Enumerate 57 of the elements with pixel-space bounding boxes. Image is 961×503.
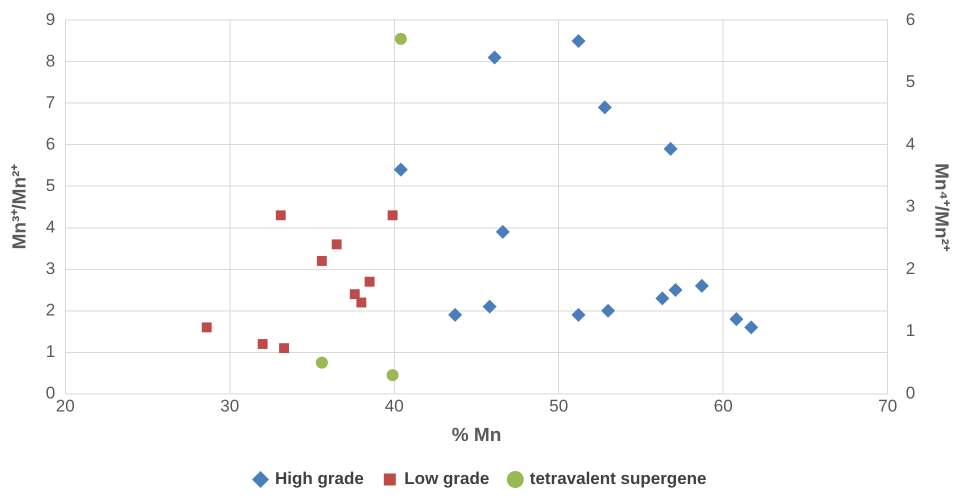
point (668, 283, 683, 298)
y2-tick-label: 3 (906, 196, 916, 216)
legend-label: Low grade (404, 469, 490, 488)
y-tick-label: 5 (46, 176, 56, 195)
x-tick-label: 40 (384, 396, 404, 416)
y-tick-label: 6 (46, 134, 56, 154)
point (279, 343, 289, 354)
y2-axis-title: Mn⁴⁺/Mn²⁺ (930, 163, 952, 252)
x-tick-label: 20 (56, 396, 75, 416)
y-tick-label: 3 (46, 258, 56, 278)
y-tick-label: 0 (46, 383, 56, 402)
point (664, 142, 678, 156)
point (496, 224, 510, 239)
point (571, 308, 586, 322)
x-tick-label: 30 (220, 396, 240, 416)
y2-tick-label: 6 (906, 10, 916, 29)
point (571, 34, 586, 48)
point (394, 32, 407, 45)
point (744, 320, 758, 334)
y-tick-label: 7 (46, 92, 56, 112)
point (386, 369, 399, 382)
x-tick-label: 50 (549, 396, 568, 416)
y2-tick-label: 1 (906, 321, 916, 340)
x-tick-label: 60 (714, 396, 733, 416)
point (364, 276, 375, 287)
point (356, 298, 366, 308)
point (350, 289, 360, 300)
y-axis-title: Mn³⁺/Mn²⁺ (10, 164, 31, 250)
y2-tick-label: 4 (906, 134, 916, 154)
y2-tick-label: 2 (906, 258, 916, 278)
legend-label: High grade (275, 469, 364, 488)
point (729, 312, 744, 326)
point (598, 100, 612, 114)
point (448, 308, 462, 322)
point (394, 162, 408, 177)
point (276, 210, 286, 220)
point (482, 300, 497, 314)
y-tick-label: 2 (46, 300, 56, 320)
point (202, 322, 212, 332)
y2-tick-label: 0 (906, 383, 916, 402)
y-tick-label: 8 (46, 51, 56, 70)
y-tick-label: 9 (46, 10, 56, 29)
y-tick-label: 4 (46, 217, 56, 236)
legend-label: tetravalent supergene (530, 469, 706, 488)
point (388, 210, 398, 220)
y-tick-label: 1 (46, 342, 56, 361)
x-axis-title: % Mn (452, 424, 502, 446)
point (316, 356, 328, 369)
point (601, 304, 616, 318)
point (488, 50, 502, 65)
y2-tick-label: 5 (906, 72, 916, 92)
point (316, 256, 327, 266)
point (694, 278, 709, 293)
point (655, 291, 670, 306)
point (332, 239, 342, 250)
point (258, 339, 268, 349)
x-tick-label: 70 (878, 396, 898, 416)
